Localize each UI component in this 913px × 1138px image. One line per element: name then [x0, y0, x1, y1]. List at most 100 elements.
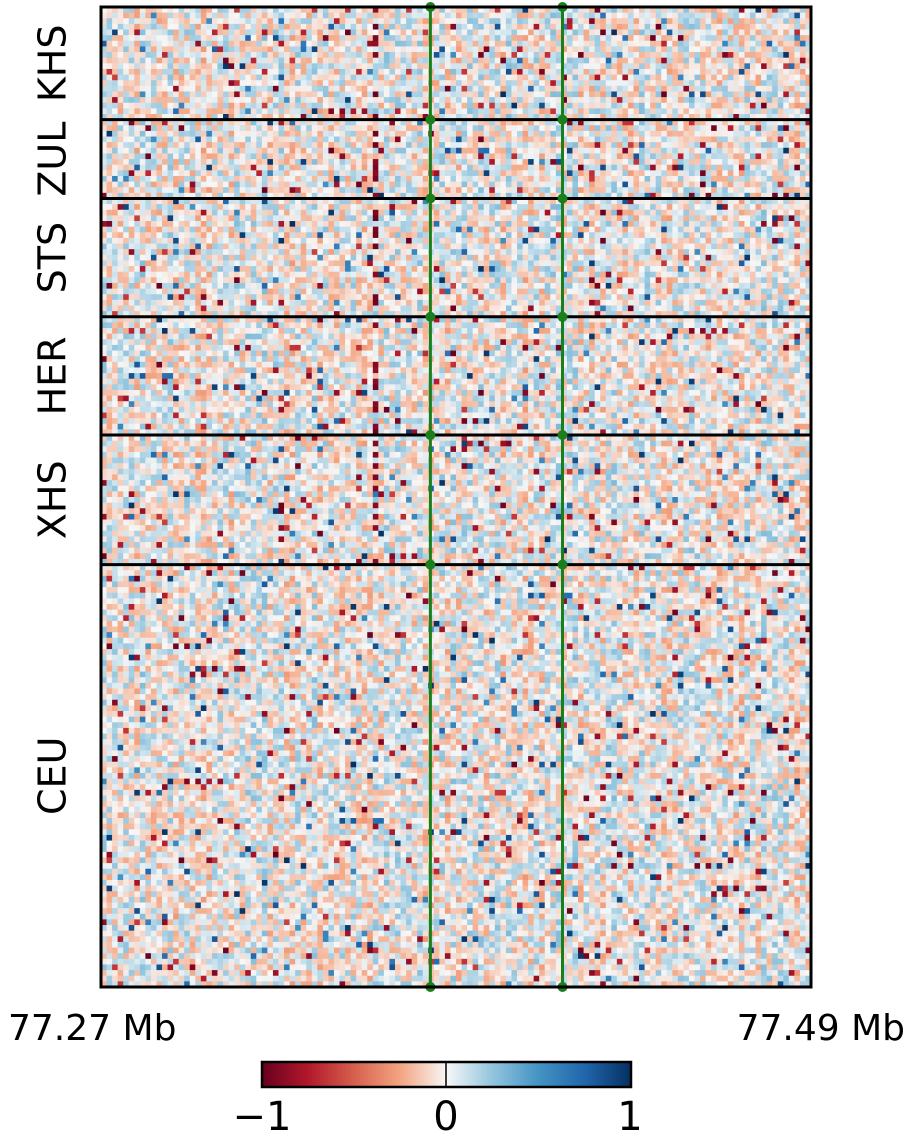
- heatmap-cell: [250, 147, 257, 154]
- heatmap-cell: [450, 142, 457, 149]
- heatmap-cell: [250, 80, 257, 87]
- heatmap-cell: [217, 97, 224, 104]
- heatmap-cell: [456, 153, 462, 160]
- heatmap-cell: [572, 136, 579, 143]
- heatmap-cell: [639, 159, 645, 166]
- heatmap-cell: [444, 209, 451, 216]
- heatmap-cell: [583, 164, 590, 171]
- heatmap-cell: [616, 108, 623, 115]
- heatmap-cell: [555, 74, 562, 81]
- heatmap-cell: [661, 102, 668, 109]
- heatmap-cell: [633, 192, 640, 199]
- heatmap-cell: [267, 119, 274, 126]
- heatmap-cell: [655, 52, 662, 59]
- heatmap-cell: [589, 102, 596, 109]
- heatmap-cell: [444, 204, 451, 211]
- heatmap-cell: [439, 159, 446, 166]
- heatmap-cell: [505, 142, 512, 149]
- heatmap-cell: [700, 102, 707, 109]
- heatmap-cell: [738, 74, 745, 81]
- heatmap-cell: [655, 35, 662, 42]
- heatmap-cell: [173, 198, 180, 205]
- heatmap-cell: [406, 221, 413, 228]
- heatmap-cell: [544, 85, 551, 92]
- heatmap-cell: [112, 198, 119, 205]
- heatmap-cell: [411, 52, 418, 59]
- heatmap-cell: [761, 159, 768, 166]
- heatmap-cell: [234, 85, 241, 92]
- heatmap-cell: [738, 57, 745, 64]
- heatmap-cell: [311, 221, 318, 228]
- heatmap-cell: [772, 46, 779, 53]
- heatmap-cell: [799, 119, 806, 126]
- heatmap-cell: [117, 136, 124, 143]
- heatmap-cell: [383, 80, 390, 87]
- heatmap-cell: [805, 52, 812, 59]
- heatmap-cell: [295, 29, 302, 36]
- heatmap-cell: [500, 114, 507, 121]
- heatmap-cell: [134, 136, 141, 143]
- heatmap-cell: [738, 7, 745, 14]
- heatmap-cell: [489, 170, 496, 177]
- heatmap-cell: [311, 46, 318, 53]
- heatmap-cell: [489, 40, 496, 47]
- heatmap-cell: [250, 68, 257, 75]
- heatmap-cell: [345, 46, 352, 53]
- heatmap-cell: [677, 125, 684, 132]
- heatmap-cell: [738, 68, 745, 75]
- heatmap-cell: [550, 114, 557, 121]
- heatmap-cell: [361, 215, 368, 222]
- heatmap-cell: [522, 52, 529, 59]
- heatmap-cell: [328, 12, 335, 19]
- heatmap-cell: [494, 130, 501, 137]
- heatmap-cell: [289, 29, 296, 36]
- heatmap-cell: [533, 12, 540, 19]
- heatmap-cell: [744, 142, 751, 149]
- heatmap-cell: [383, 12, 390, 19]
- heatmap-cell: [145, 204, 152, 211]
- heatmap-cell: [234, 142, 241, 149]
- heatmap-cell: [306, 153, 313, 160]
- heatmap-cell: [522, 114, 529, 121]
- heatmap-cell: [799, 142, 806, 149]
- heatmap-cell: [361, 164, 368, 171]
- heatmap-cell: [783, 215, 790, 222]
- heatmap-cell: [422, 74, 429, 81]
- heatmap-cell: [156, 119, 163, 126]
- heatmap-cell: [145, 102, 152, 109]
- heatmap-cell: [650, 91, 657, 98]
- heatmap-cell: [234, 7, 241, 14]
- heatmap-cell: [644, 97, 651, 104]
- heatmap-cell: [156, 68, 163, 75]
- heatmap-cell: [639, 85, 645, 92]
- heatmap-cell: [411, 29, 418, 36]
- heatmap-cell: [594, 198, 601, 205]
- heatmap-cell: [311, 192, 318, 199]
- heatmap-cell: [239, 68, 246, 75]
- heatmap-cell: [494, 125, 501, 132]
- heatmap-cell: [666, 63, 673, 70]
- heatmap-cell: [600, 68, 607, 75]
- heatmap-cell: [217, 35, 224, 42]
- heatmap-cell: [722, 102, 729, 109]
- heatmap-cell: [711, 57, 718, 64]
- heatmap-cell: [522, 40, 529, 47]
- heatmap-cell: [106, 102, 113, 109]
- heatmap-cell: [749, 29, 756, 36]
- heatmap-cell: [688, 18, 695, 25]
- heatmap-cell: [101, 130, 107, 137]
- heatmap-cell: [139, 204, 146, 211]
- heatmap-cell: [433, 91, 440, 98]
- heatmap-cell: [650, 142, 657, 149]
- heatmap-cell: [450, 125, 457, 132]
- heatmap-cell: [622, 108, 629, 115]
- heatmap-cell: [112, 29, 119, 36]
- heatmap-cell: [267, 175, 274, 182]
- heatmap-cell: [417, 74, 424, 81]
- heatmap-cell: [272, 153, 279, 160]
- heatmap-cell: [356, 12, 363, 19]
- heatmap-cell: [261, 40, 268, 47]
- heatmap-cell: [694, 215, 701, 222]
- heatmap-cell: [156, 130, 163, 137]
- heatmap-cell: [478, 7, 485, 14]
